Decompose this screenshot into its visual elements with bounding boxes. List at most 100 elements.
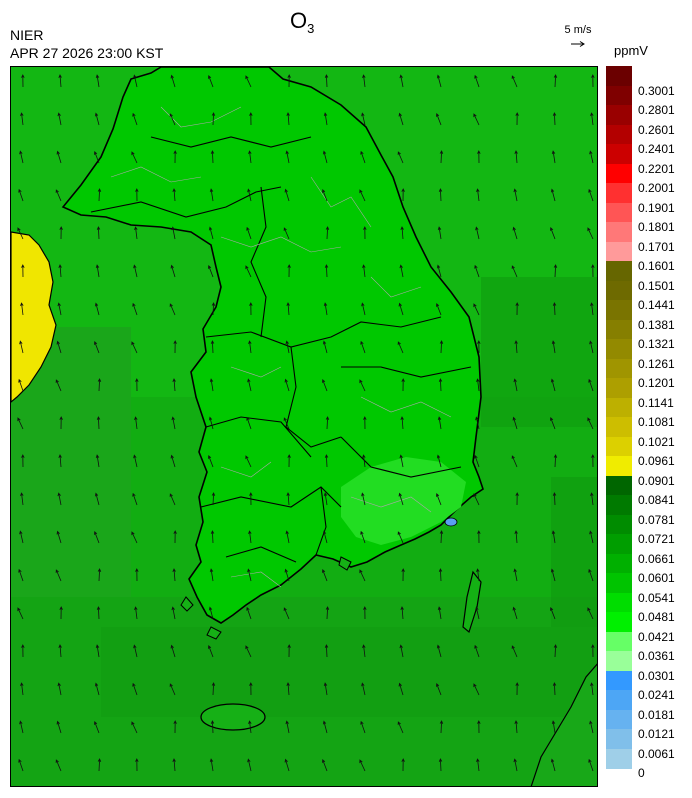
wind-arrow-icon (515, 302, 519, 316)
wind-arrow-icon (287, 644, 291, 658)
wind-arrow-icon (208, 226, 214, 240)
wind-arrow-icon (553, 454, 558, 468)
south-islands (180, 556, 352, 640)
wind-arrow-icon (209, 568, 214, 582)
wind-arrow-icon (209, 758, 214, 772)
wind-arrow-icon (21, 264, 25, 278)
wind-arrow-icon (589, 530, 594, 544)
wind-arrow-icon (553, 264, 558, 278)
legend-value-label: 0.0361 (638, 649, 675, 663)
legend-color-cell (606, 163, 632, 184)
wind-arrow-icon (437, 226, 442, 240)
wind-arrow-icon (515, 682, 519, 696)
wind-arrow-icon (55, 759, 62, 772)
south-sea-band (101, 627, 597, 717)
wind-arrow-icon (19, 150, 24, 164)
wind-arrow-icon (588, 378, 594, 392)
wind-arrow-icon (590, 302, 594, 316)
wind-arrow-icon (361, 112, 366, 126)
wind-arrow-icon (436, 264, 442, 278)
legend-value-label: 0.0781 (638, 512, 675, 527)
wind-arrow-icon (588, 758, 594, 772)
map-title: O3 (290, 8, 314, 42)
wind-arrow-icon (360, 530, 366, 544)
wind-arrow-icon (475, 606, 480, 620)
wind-arrow-icon (400, 606, 404, 620)
legend-color-cell (606, 612, 632, 632)
wind-arrow-icon (209, 188, 214, 202)
wind-arrow-icon (94, 682, 100, 696)
wind-arrow-icon (439, 720, 444, 734)
wind-arrow-icon (97, 758, 102, 772)
wind-arrow-icon (397, 531, 404, 544)
legend-color-cell (606, 222, 632, 242)
wind-arrow-icon (134, 606, 138, 620)
legend-value-label: 0 (638, 766, 645, 780)
wind-arrow-icon (208, 74, 214, 88)
legend-value-label: 0.0121 (638, 727, 675, 741)
wind-arrow-icon (59, 226, 63, 240)
east-sea-patch-2 (551, 477, 597, 627)
wind-arrow-icon (94, 150, 100, 164)
wind-arrow-icon (477, 720, 481, 734)
wind-arrow-icon (245, 265, 252, 278)
wind-arrow-icon (363, 226, 367, 240)
wind-arrow-icon (211, 302, 216, 316)
wind-arrow-icon (322, 758, 328, 772)
wind-arrow-icon (513, 568, 518, 582)
wind-arrow-icon (248, 530, 252, 544)
wind-arrow-icon (284, 568, 290, 582)
wind-arrow-icon (591, 264, 595, 278)
wind-arrow-icon (19, 530, 24, 544)
wind-arrow-icon (553, 644, 558, 658)
map-canvas (11, 67, 597, 786)
wind-arrow-icon (551, 340, 556, 354)
wind-arrow-icon (590, 492, 594, 506)
wind-arrow-icon (20, 112, 24, 126)
wind-arrow-icon (399, 74, 404, 88)
wind-arrow-icon (398, 682, 404, 696)
wind-arrow-icon (21, 74, 25, 88)
legend-color-cell (606, 553, 632, 574)
legend-value-label: 0.1701 (638, 239, 675, 254)
low-ozone-spot (444, 517, 458, 527)
wind-arrow-icon (513, 378, 518, 392)
wind-arrow-icon (133, 644, 138, 658)
wind-arrow-icon (591, 454, 595, 468)
wind-vectors (17, 74, 595, 772)
wind-arrow-icon (169, 683, 176, 696)
legend-value-label: 0.0421 (638, 629, 675, 644)
southeast-land (341, 457, 466, 545)
wind-arrow-icon (169, 303, 176, 316)
wind-arrow-icon (550, 188, 556, 202)
wind-arrow-icon (96, 416, 101, 430)
wind-arrow-icon (210, 150, 215, 164)
wind-arrow-icon (170, 264, 176, 278)
wind-arrow-icon (359, 379, 366, 392)
wind-arrow-icon (19, 720, 24, 734)
legend-color-cell (606, 241, 632, 262)
wind-arrow-icon (286, 302, 290, 316)
wind-arrow-icon (324, 74, 329, 88)
wind-arrow-icon (476, 378, 480, 392)
wind-arrow-icon (359, 189, 366, 202)
wind-arrow-icon (514, 530, 518, 544)
wind-arrow-icon (362, 264, 366, 278)
wind-arrow-icon (474, 454, 480, 468)
wind-arrow-icon (477, 340, 481, 354)
wind-arrow-icon (283, 607, 290, 620)
wind-arrow-icon (552, 112, 557, 126)
wind-arrow-icon (284, 378, 290, 392)
wind-arrow-icon (476, 758, 480, 772)
wind-arrow-icon (513, 188, 518, 202)
wind-arrow-icon (132, 112, 138, 126)
wind-arrow-icon (134, 416, 138, 430)
wind-arrow-icon (591, 644, 595, 658)
wind-arrow-icon (401, 568, 405, 582)
legend-color-cell (606, 417, 632, 437)
title-subscript: 3 (307, 21, 315, 36)
wind-arrow-icon (17, 227, 24, 240)
wind-arrow-icon (17, 607, 24, 620)
legend-value-label: 0.0901 (638, 473, 675, 488)
wind-arrow-icon (361, 492, 366, 506)
